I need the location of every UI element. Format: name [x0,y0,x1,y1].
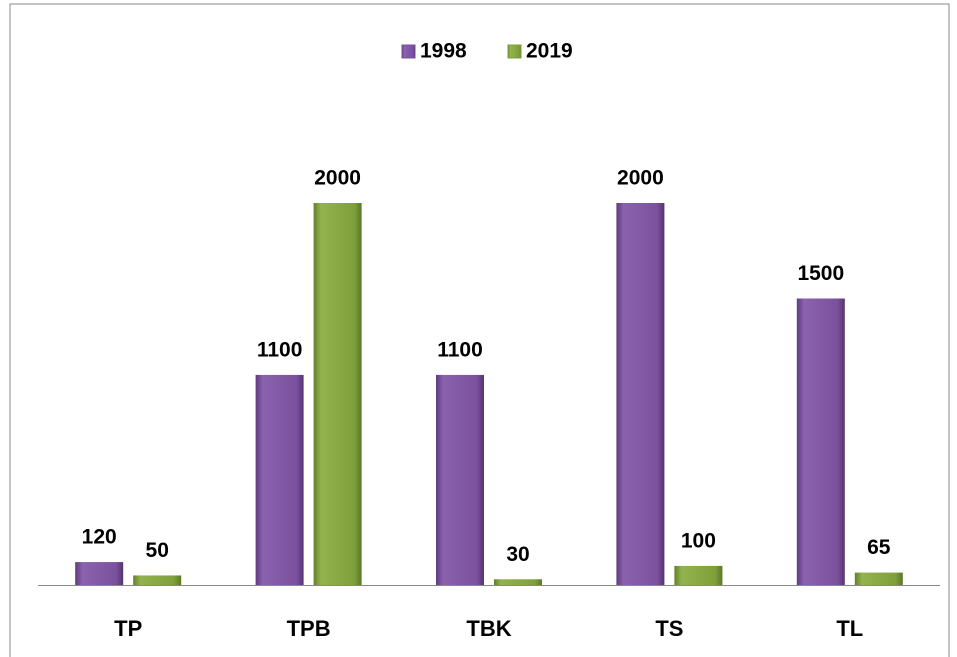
value-label: 100 [681,529,716,552]
bar [75,562,124,585]
legend-label: 1998 [420,40,467,63]
value-label: 30 [506,543,529,566]
bar [616,203,665,585]
bar [494,579,542,585]
value-label: 2000 [314,167,361,190]
value-label: 1100 [437,338,483,361]
value-label: 2000 [617,167,664,190]
bar [133,575,182,585]
bar [255,374,304,585]
x-tick-label: TL [836,616,863,641]
x-tick-label: TS [655,616,683,641]
bar [854,572,903,585]
x-tick-label: TBK [466,616,511,641]
x-tick-label: TP [114,616,142,641]
value-label: 1100 [257,338,303,361]
value-label: 120 [82,526,117,549]
value-label: 50 [146,539,169,562]
x-tick-label: TPB [287,616,331,641]
value-label: 65 [867,536,891,559]
bar [796,298,845,585]
legend-swatch [507,44,522,59]
bar [313,203,362,585]
legend-label: 2019 [526,40,573,63]
legend-swatch [401,44,416,59]
value-label: 1500 [797,262,844,285]
chart-border [9,3,950,657]
bar [436,374,484,585]
bar [674,565,723,585]
